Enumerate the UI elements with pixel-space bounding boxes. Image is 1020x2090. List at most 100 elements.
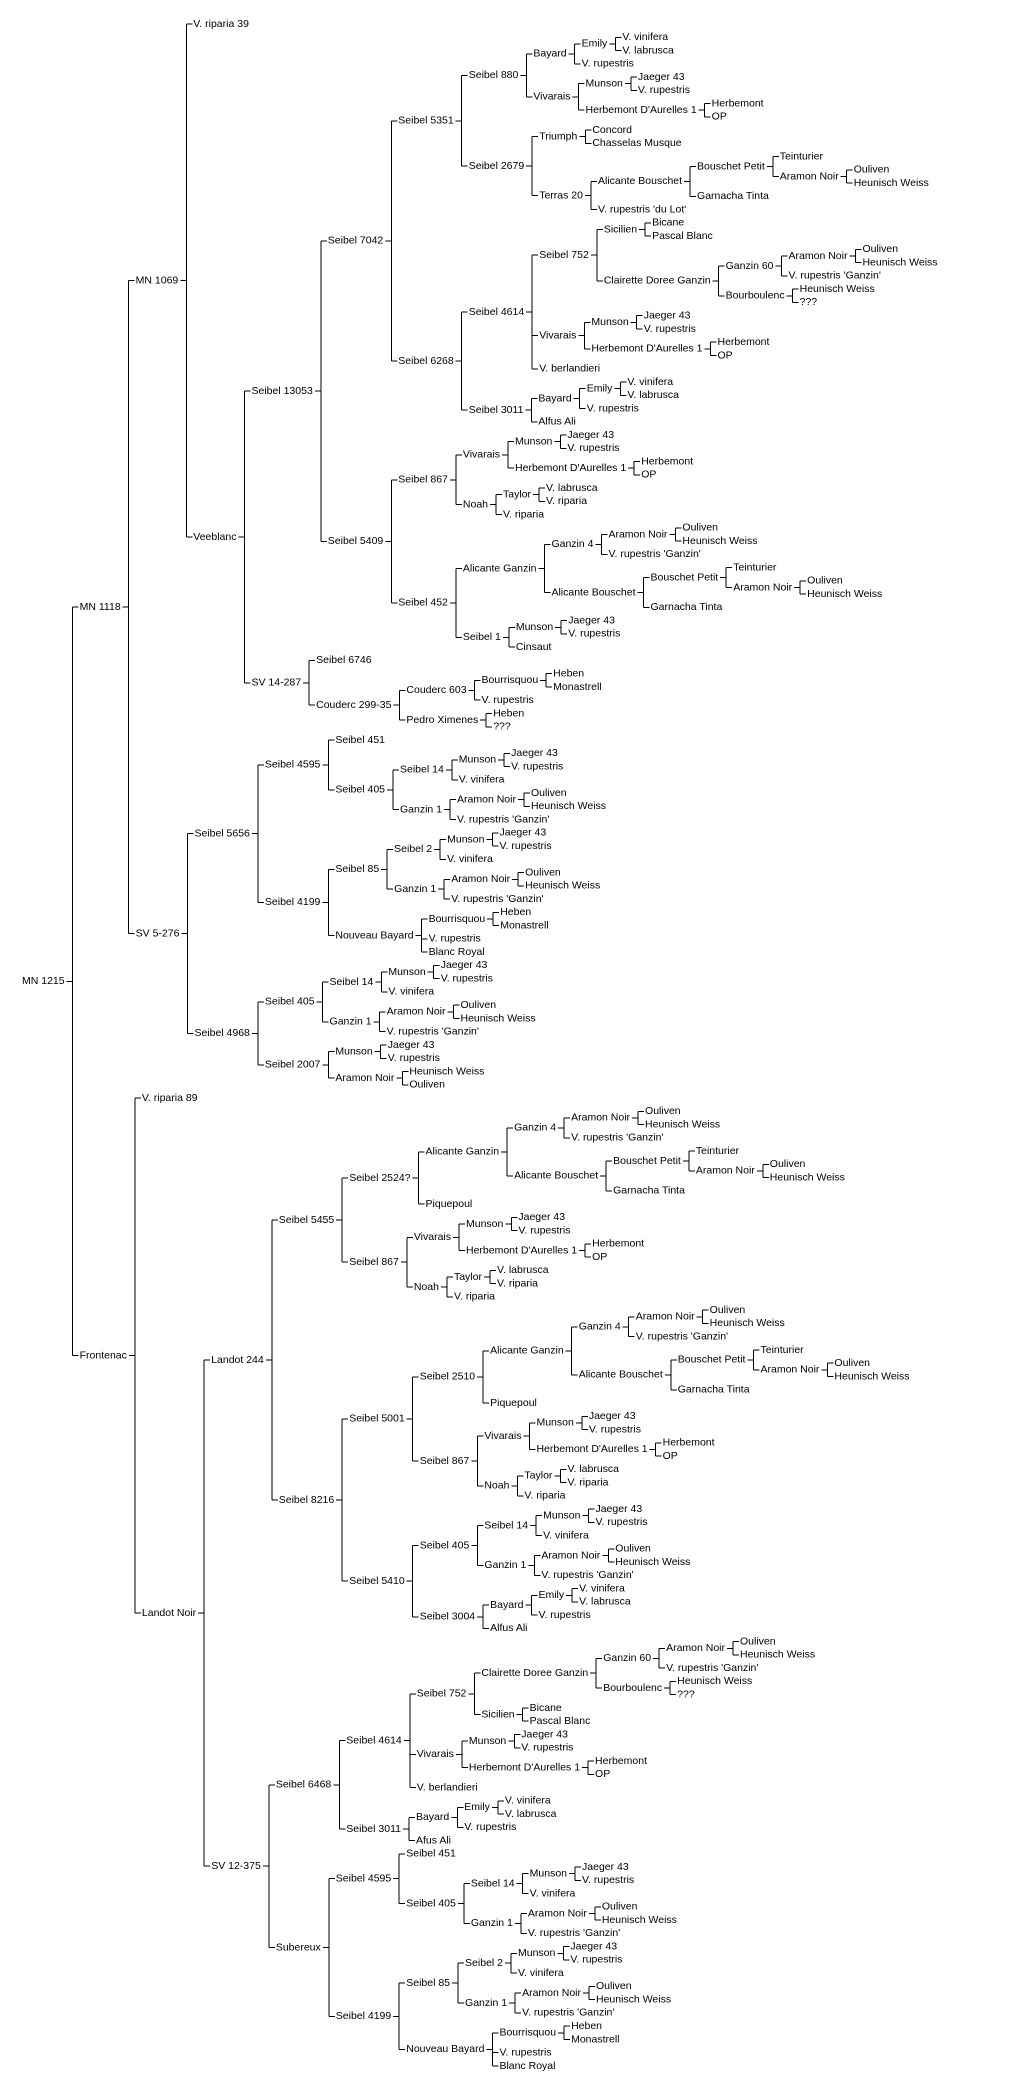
node-chasselas-musque: Chasselas Musque [592,137,681,149]
node-v-berlandieri: V. berlandieri [417,1781,478,1793]
node-herbemont-d-aurelles-1: Herbemont D'Aurelles 1 [515,462,626,474]
node-noah: Noah [484,1480,509,1492]
node-v-rupestris-ganzin: V. rupestris 'Ganzin' [522,2007,614,2019]
node-frontenac: Frontenac [80,1349,127,1361]
node-mn-1118: MN 1118 [80,601,121,613]
node-seibel-4614: Seibel 4614 [346,1735,402,1747]
node-heunisch-weiss: Heunisch Weiss [862,256,937,268]
node-munson: Munson [466,1218,504,1230]
node-jaeger-43: Jaeger 43 [567,429,614,441]
node-op: OP [663,1450,678,1462]
node-ouliven: Ouliven [461,999,497,1011]
node-v-riparia: V. riparia [497,1277,538,1289]
node-concord: Concord [592,124,632,136]
node-aramon-noir: Aramon Noir [541,1549,600,1561]
node-seibel-2510: Seibel 2510 [420,1371,476,1383]
node-v-labrusca: V. labrusca [579,1596,631,1608]
node-seibel-4199: Seibel 4199 [336,2010,392,2022]
node-bourrisquou: Bourrisquou [482,674,539,686]
node-alicante-ganzin: Alicante Ganzin [426,1146,500,1158]
node-v-rupestris-ganzin: V. rupestris 'Ganzin' [528,1927,620,1939]
node-heunisch-weiss: Heunisch Weiss [682,535,757,547]
node-ouliven: Ouliven [807,575,843,587]
node-sicilien: Sicilien [604,223,637,235]
node-ganzin-1: Ganzin 1 [471,1917,513,1929]
node-v-riparia-89: V. riparia 89 [142,1092,198,1104]
node-munson: Munson [459,754,497,766]
node-seibel-1: Seibel 1 [463,631,501,643]
node-garnacha-tinta: Garnacha Tinta [613,1185,685,1197]
node-v-rupestris: V. rupestris [388,1052,440,1064]
node-ganzin-1: Ganzin 1 [465,1997,507,2009]
node-heunisch-weiss: Heunisch Weiss [525,880,600,892]
node-v-vinifera: V. vinifera [579,1582,625,1594]
node-seibel-752: Seibel 752 [539,249,589,261]
node-taylor: Taylor [524,1470,553,1482]
node-aramon-noir: Aramon Noir [457,793,516,805]
node-jaeger-43: Jaeger 43 [589,1410,636,1422]
node-jaeger-43: Jaeger 43 [388,1039,435,1051]
node-munson: Munson [591,316,629,328]
node-herbemont-d-aurelles-1: Herbemont D'Aurelles 1 [466,1244,577,1256]
node-ouliven: Ouliven [602,1901,638,1913]
node-v-labrusca: V. labrusca [505,1808,557,1820]
node-garnacha-tinta: Garnacha Tinta [697,190,769,202]
node-jaeger-43: Jaeger 43 [638,71,685,83]
node-jaeger-43: Jaeger 43 [595,1503,642,1515]
node-seibel-7042: Seibel 7042 [328,235,384,247]
node-piquepoul: Piquepoul [426,1198,473,1210]
node-seibel-3004: Seibel 3004 [420,1611,476,1623]
node-piquepoul: Piquepoul [490,1397,537,1409]
node-bayard: Bayard [490,1599,523,1611]
node-op: OP [592,1251,607,1263]
node-bayard: Bayard [416,1811,449,1823]
node-bourboulenc: Bourboulenc [726,290,785,302]
node-v-rupestris: V. rupestris [644,323,696,335]
node-aramon-noir: Aramon Noir [528,1907,587,1919]
node-seibel-405: Seibel 405 [406,1897,456,1909]
node-v-vinifera: V. vinifera [530,1887,576,1899]
node-aramon-noir: Aramon Noir [608,528,667,540]
node-veeblanc: Veeblanc [193,531,236,543]
node-munson: Munson [515,435,553,447]
node-v-rupestris-ganzin: V. rupestris 'Ganzin' [666,1662,758,1674]
node-jaeger-43: Jaeger 43 [511,747,558,759]
node-v-labrusca: V. labrusca [627,389,679,401]
node-seibel-85: Seibel 85 [406,1977,450,1989]
node-v-rupestris-ganzin: V. rupestris 'Ganzin' [451,893,543,905]
node-heunisch-weiss: Heunisch Weiss [807,588,882,600]
node-seibel-13053: Seibel 13053 [251,385,312,397]
node-afus-ali: Afus Ali [416,1834,451,1846]
node-seibel-4614: Seibel 4614 [469,306,525,318]
node-triumph: Triumph [539,130,577,142]
node-munson: Munson [530,1868,568,1880]
node-clairette-doree-ganzin: Clairette Doree Ganzin [604,275,711,287]
node-aramon-noir: Aramon Noir [636,1311,695,1323]
node-bourboulenc: Bourboulenc [603,1682,662,1694]
node-v-riparia: V. riparia [454,1291,495,1303]
node-noah: Noah [463,498,488,510]
node-munson: Munson [543,1510,581,1522]
node-munson: Munson [388,966,426,978]
node-heben: Heben [553,668,584,680]
node-aramon-noir: Aramon Noir [335,1072,394,1084]
node-v-vinifera: V. vinifera [447,853,493,865]
node-aramon-noir: Aramon Noir [451,873,510,885]
node-heben: Heben [493,707,524,719]
node-v-rupestris-ganzin: V. rupestris 'Ganzin' [571,1132,663,1144]
node-v-rupestris: V. rupestris [582,1874,634,1886]
node-seibel-4199: Seibel 4199 [265,896,321,908]
node-bicane: Bicane [530,1702,562,1714]
node-bourrisquou: Bourrisquou [429,913,486,925]
node-jaeger-43: Jaeger 43 [644,309,691,321]
node-seibel-4968: Seibel 4968 [194,1027,250,1039]
node-aramon-noir: Aramon Noir [733,581,792,593]
node-: ??? [677,1689,695,1701]
node-sicilien: Sicilien [481,1708,514,1720]
node-seibel-5410: Seibel 5410 [349,1575,405,1587]
node-bouschet-petit: Bouschet Petit [697,160,765,172]
node-pedro-ximenes: Pedro Ximenes [406,714,478,726]
node-v-vinifera: V. vinifera [459,774,505,786]
node-herbemont: Herbemont [663,1437,715,1449]
